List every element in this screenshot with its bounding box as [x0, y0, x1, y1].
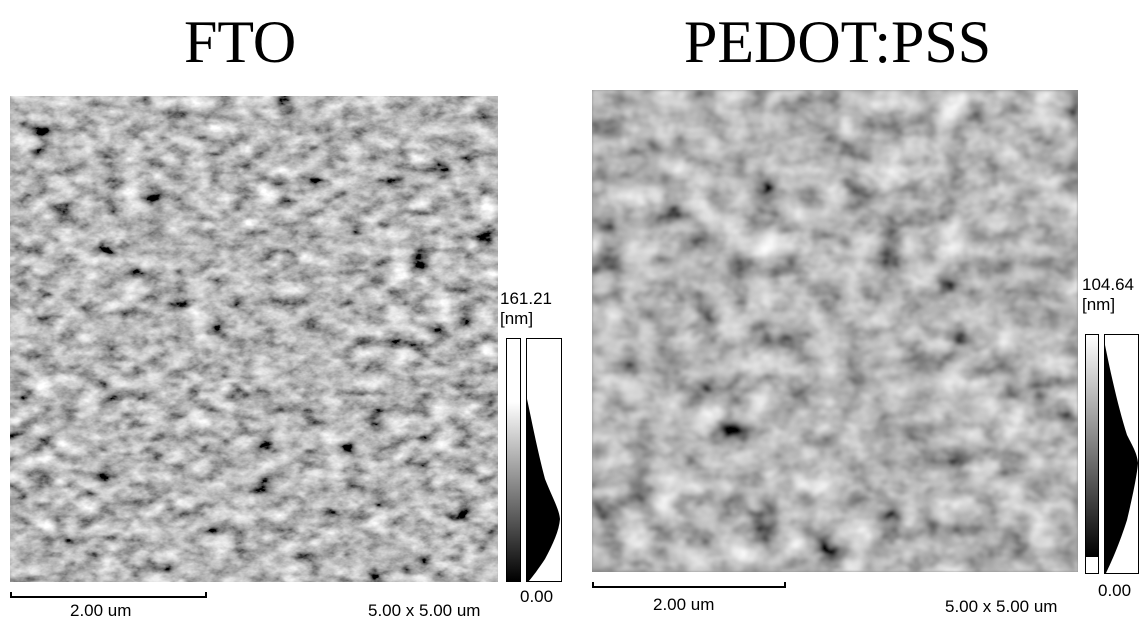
- height-histogram: [526, 338, 562, 582]
- z-max-label: 104.64: [1082, 275, 1134, 294]
- scale-bar: [10, 592, 207, 598]
- z-max-label: 161.21: [500, 289, 552, 308]
- height-histogram: [1104, 334, 1139, 574]
- scale-bar: [592, 582, 786, 588]
- scan-size-label: 5.00 x 5.00 um: [945, 597, 1058, 616]
- scan-size-label: 5.00 x 5.00 um: [368, 601, 481, 620]
- z-unit-label: [nm]: [1082, 295, 1116, 314]
- afm-height-image: [10, 96, 498, 582]
- panel-title: FTO: [184, 9, 297, 75]
- z-min-label: 0.00: [520, 587, 554, 606]
- z-min-label: 0.00: [1098, 581, 1132, 600]
- scale-bar-label: 2.00 um: [70, 601, 132, 620]
- panel-title: PEDOT:PSS: [684, 9, 992, 75]
- afm-height-image: [592, 90, 1078, 572]
- z-unit-label: [nm]: [500, 309, 534, 328]
- color-scale-bar: [506, 338, 521, 582]
- color-scale-bar: [1085, 334, 1099, 574]
- scale-bar-label: 2.00 um: [653, 595, 715, 614]
